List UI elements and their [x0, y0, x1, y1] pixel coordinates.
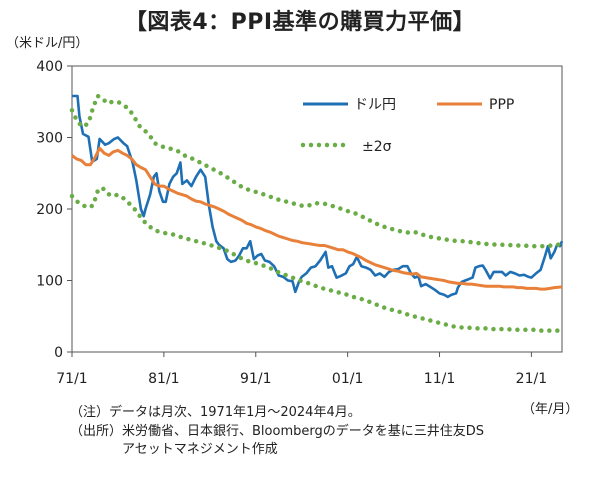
x-tick-label: 21/1 [516, 371, 547, 387]
y-tick-label: 400 [36, 59, 63, 75]
y-tick-label: 200 [36, 202, 63, 218]
legend: ドル円 PPP ±2σ [300, 97, 514, 155]
x-tick-label: 01/1 [332, 371, 363, 387]
series-line-3 [69, 184, 565, 333]
x-tick-label: 81/1 [148, 371, 179, 387]
y-tick-label: 100 [36, 274, 63, 290]
note-text: （注）データは月次、1971年1月～2024年4月。 [70, 405, 361, 420]
series-line-1 [71, 146, 563, 291]
x-axis-unit-label: （年/月） [522, 402, 579, 417]
y-tick-label: 300 [36, 131, 63, 147]
axis-layer: 0 100 200 300 400 71/1 81/1 91/1 01/1 11/1 21/1 [36, 59, 547, 387]
legend-label-0: ドル円 [354, 97, 396, 113]
chart-title: 【図表4：PPI基準の購買力平価】 [124, 10, 476, 35]
series-layer [69, 92, 565, 333]
legend-label-1: PPP [489, 97, 514, 113]
x-tick-label: 91/1 [240, 371, 271, 387]
series-line-0 [72, 94, 564, 299]
source-text-continued: アセットマネジメント作成 [122, 442, 278, 457]
legend-label-2: ±2σ [362, 139, 392, 155]
x-tick-label: 11/1 [424, 371, 455, 387]
plot-area [71, 65, 563, 353]
y-tick-label: 0 [54, 345, 63, 361]
source-text: （出所）米労働省、日本銀行、Bloombergのデータを基に三井住友DS [70, 424, 484, 439]
y-axis-unit-label: （米ドル/円） [6, 36, 89, 51]
x-tick-label: 71/1 [56, 371, 87, 387]
plot-frame [71, 65, 563, 353]
series-line-2 [69, 92, 565, 249]
